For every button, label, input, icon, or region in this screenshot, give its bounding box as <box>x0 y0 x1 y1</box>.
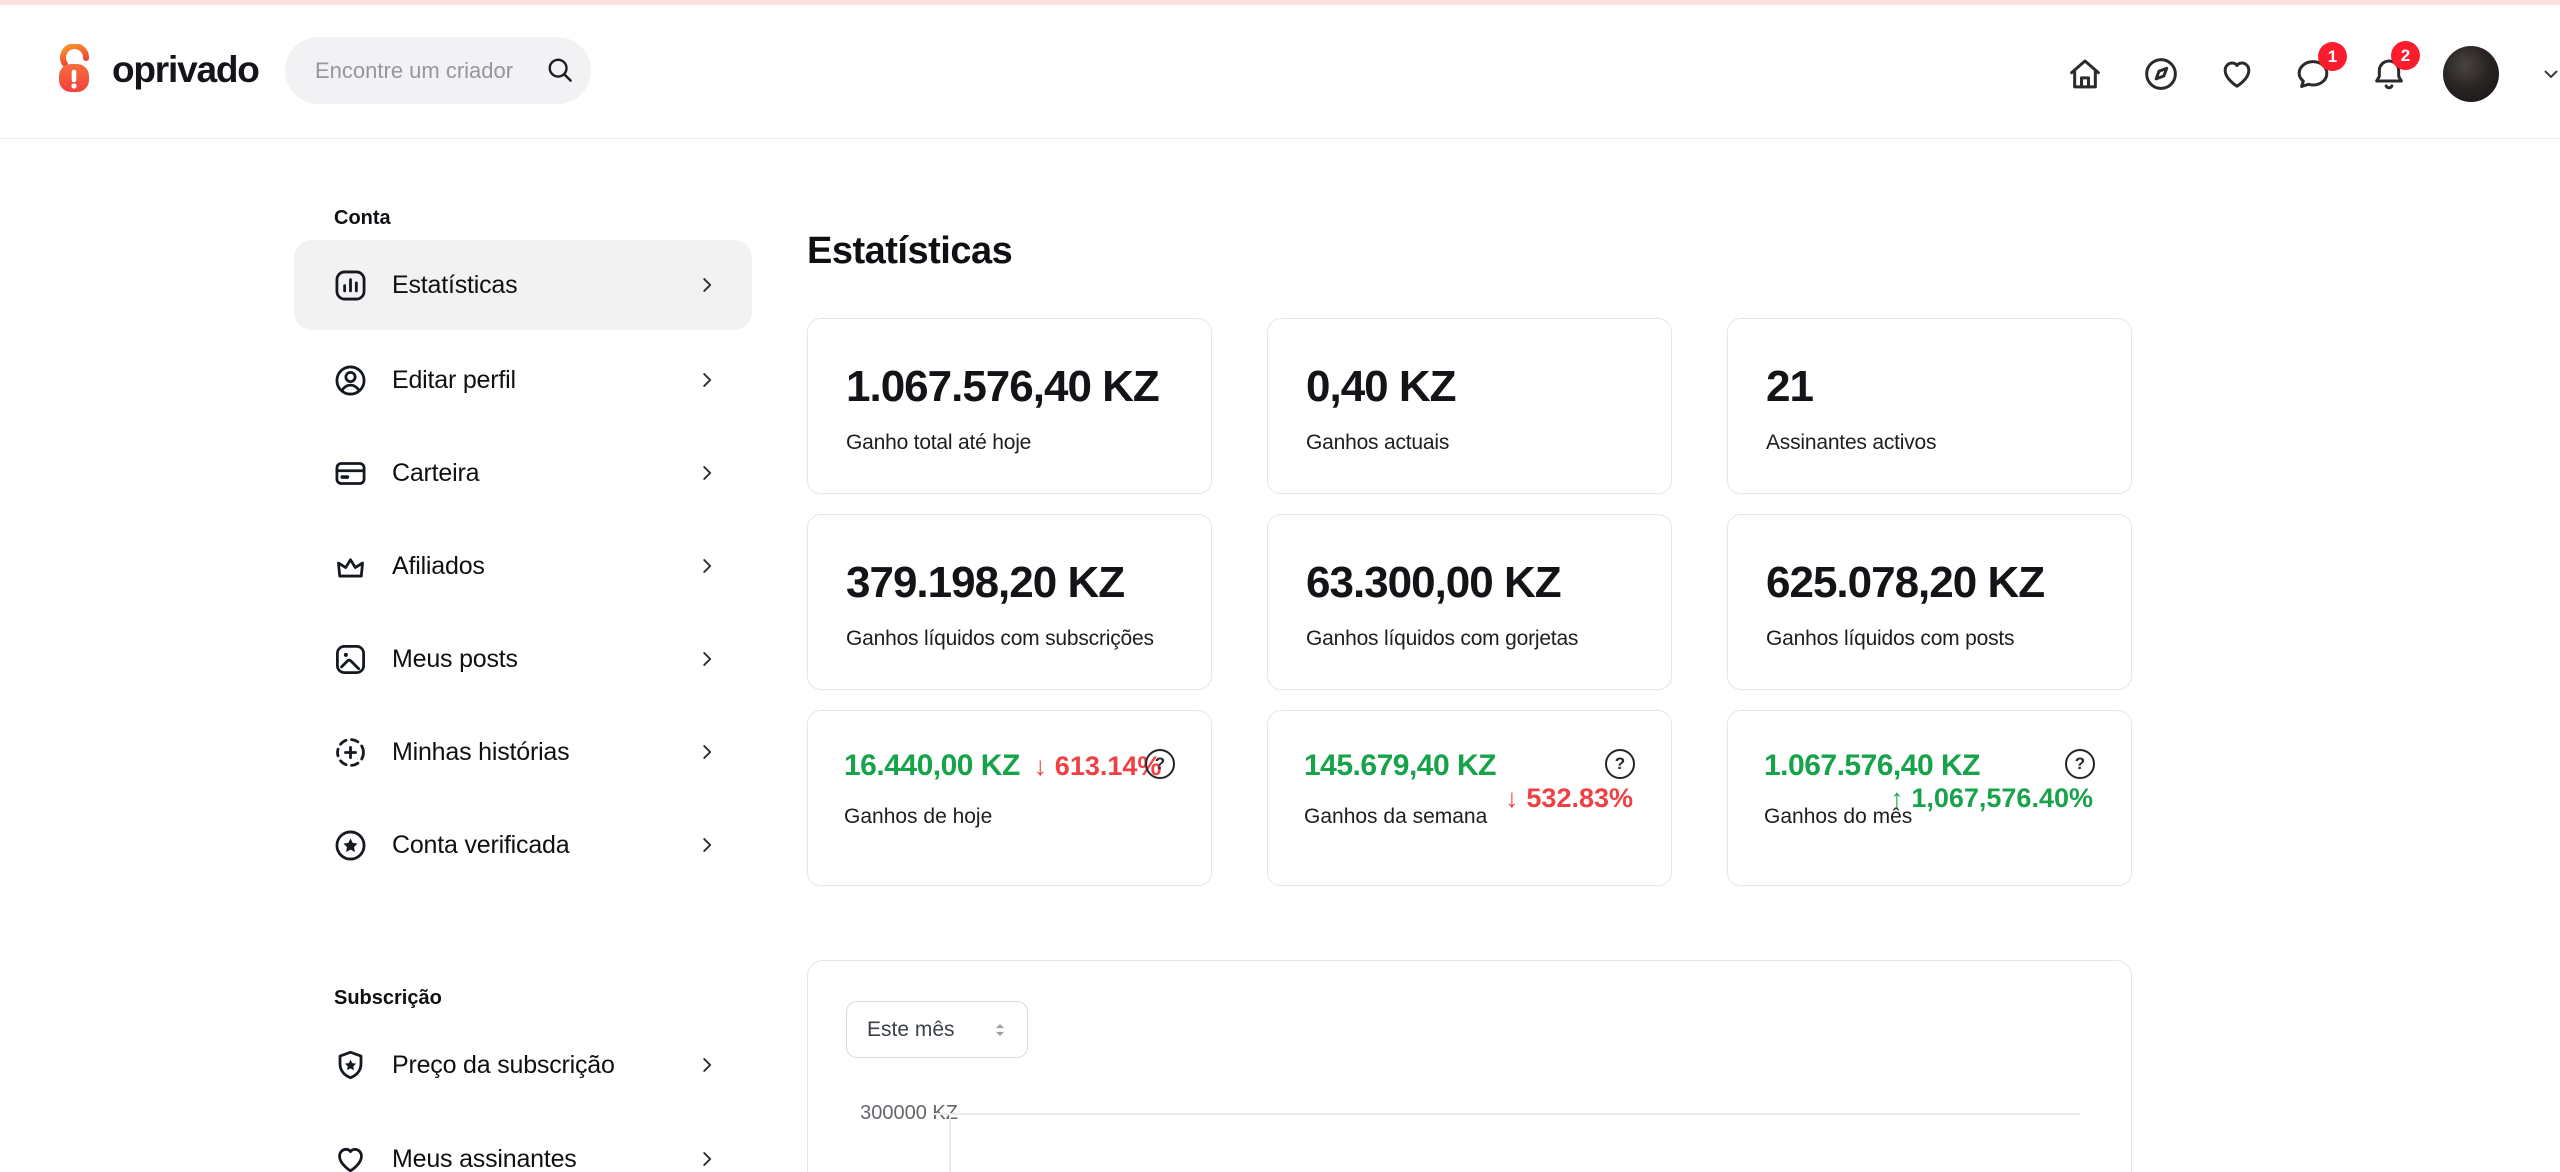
page-title: Estatísticas <box>807 230 1013 272</box>
earnings-chart-card: Este mês 300000 KZ <box>807 960 2132 1172</box>
sidebar-item-conta-verificada[interactable]: Conta verificada <box>294 820 752 870</box>
help-icon[interactable]: ? <box>1145 749 1175 779</box>
chevron-right-icon <box>696 555 718 577</box>
stat-card-ganho-total: 1.067.576,40 KZ Ganho total até hoje <box>807 318 1212 494</box>
sidebar-item-carteira[interactable]: Carteira <box>294 448 752 498</box>
trend-change: ↑ 1,067,576.40% <box>1890 783 2093 814</box>
stat-card-liquidos-gorjetas: 63.300,00 KZ Ganhos líquidos com gorjeta… <box>1267 514 1672 690</box>
trend-change-value: 613.14% <box>1054 750 1162 781</box>
padlock-logo-icon <box>52 44 100 96</box>
stat-value: 1.067.576,40 KZ <box>846 362 1160 411</box>
shield-star-icon <box>330 1045 370 1085</box>
trend-change-value: 532.83% <box>1526 783 1633 813</box>
trend-card-ganhos-de-hoje: 16.440,00 KZ ↓ 613.14% ? Ganhos de hoje <box>807 710 1212 886</box>
story-plus-icon <box>330 732 370 772</box>
chevron-right-icon <box>696 1148 718 1170</box>
stat-card-assinantes-activos: 21 Assinantes activos <box>1727 318 2132 494</box>
sidebar-item-meus-assinantes[interactable]: Meus assinantes <box>294 1134 752 1172</box>
chevron-right-icon <box>696 274 718 296</box>
stat-card-liquidos-posts: 625.078,20 KZ Ganhos líquidos com posts <box>1727 514 2132 690</box>
stat-label: Ganhos líquidos com subscrições <box>846 627 1154 650</box>
stat-label: Ganhos líquidos com posts <box>1766 627 2015 650</box>
stat-value: 21 <box>1766 362 1814 411</box>
chart-y-axis-line <box>949 1114 951 1172</box>
arrow-down-icon: ↓ <box>1505 783 1519 813</box>
chevron-right-icon <box>696 834 718 856</box>
crown-icon <box>330 546 370 586</box>
header-nav-icons: 1 2 <box>2063 41 2560 102</box>
stat-label: Ganho total até hoje <box>846 431 1032 454</box>
messages-badge: 1 <box>2318 42 2347 71</box>
star-circle-icon <box>330 825 370 865</box>
sidebar-item-meus-posts[interactable]: Meus posts <box>294 634 752 684</box>
stats-cards-grid: 1.067.576,40 KZ Ganho total até hoje 0,4… <box>807 318 2132 886</box>
heart-icon <box>330 1139 370 1172</box>
select-updown-icon <box>989 1019 1011 1041</box>
home-icon[interactable] <box>2063 52 2107 96</box>
top-accent-bar <box>0 0 2560 5</box>
chevron-right-icon <box>696 648 718 670</box>
stat-card-ganhos-actuais: 0,40 KZ Ganhos actuais <box>1267 318 1672 494</box>
chevron-right-icon <box>696 462 718 484</box>
sidebar-item-afiliados[interactable]: Afiliados <box>294 541 752 591</box>
stat-label: Ganhos actuais <box>1306 431 1450 454</box>
trend-change-value: 1,067,576.40% <box>1911 783 2093 813</box>
chevron-right-icon <box>696 369 718 391</box>
search-input[interactable] <box>315 57 525 84</box>
bar-chart-icon <box>330 265 370 305</box>
favorites-heart-icon[interactable] <box>2215 52 2259 96</box>
sidebar-section-title-subscricao: Subscrição <box>334 987 442 1009</box>
trend-value: 1.067.576,40 KZ <box>1764 749 1981 782</box>
stat-label: Ganhos líquidos com gorjetas <box>1306 627 1579 650</box>
brand-name: oprivado <box>112 49 260 90</box>
user-circle-icon <box>330 360 370 400</box>
trend-card-ganhos-da-semana: 145.679,40 KZ ? ↓ 532.83% Ganhos da sema… <box>1267 710 1672 886</box>
trend-change: ↓ 532.83% <box>1505 783 1633 814</box>
sidebar-item-minhas-historias[interactable]: Minhas histórias <box>294 727 752 777</box>
credit-card-icon <box>330 453 370 493</box>
trend-card-ganhos-do-mes: 1.067.576,40 KZ ? ↑ 1,067,576.40% Ganhos… <box>1727 710 2132 886</box>
trend-label: Ganhos da semana <box>1304 805 1488 828</box>
arrow-up-icon: ↑ <box>1890 783 1904 813</box>
trend-change: ↓ 613.14% <box>1034 751 1162 782</box>
stat-card-liquidos-subscricoes: 379.198,20 KZ Ganhos líquidos com subscr… <box>807 514 1212 690</box>
search-icon[interactable] <box>545 55 575 85</box>
trend-value: 16.440,00 KZ <box>844 749 1020 782</box>
chevron-right-icon <box>696 741 718 763</box>
search-bar <box>285 37 591 104</box>
avatar[interactable] <box>2443 46 2499 102</box>
stat-value: 379.198,20 KZ <box>846 558 1125 607</box>
notifications-badge: 2 <box>2391 41 2420 70</box>
notifications-bell-icon[interactable]: 2 <box>2367 41 2420 96</box>
sidebar-item-preco-da-subscricao[interactable]: Preço da subscrição <box>294 1040 752 1090</box>
help-icon[interactable]: ? <box>2065 749 2095 779</box>
stat-label: Assinantes activos <box>1766 431 1937 454</box>
stat-value: 63.300,00 KZ <box>1306 558 1562 607</box>
period-select[interactable]: Este mês <box>846 1001 1028 1058</box>
trend-value: 145.679,40 KZ <box>1304 749 1496 782</box>
trend-label: Ganhos do mês <box>1764 805 1913 828</box>
trend-label: Ganhos de hoje <box>844 805 993 828</box>
sidebar-item-editar-perfil[interactable]: Editar perfil <box>294 355 752 405</box>
chart-y-tick-label: 300000 KZ <box>860 1102 958 1124</box>
brand-logo[interactable]: oprivado <box>52 44 260 96</box>
messages-icon[interactable]: 1 <box>2291 42 2347 96</box>
stat-value: 0,40 KZ <box>1306 362 1457 411</box>
header: oprivado <box>0 0 2560 139</box>
sidebar-section-title-conta: Conta <box>334 207 391 229</box>
sidebar: Conta Estatísticas Editar perfil <box>294 205 752 1172</box>
chevron-down-icon[interactable] <box>2539 62 2560 86</box>
arrow-down-icon: ↓ <box>1033 750 1047 781</box>
explore-compass-icon[interactable] <box>2139 52 2183 96</box>
period-select-value: Este mês <box>867 1017 955 1041</box>
image-icon <box>330 639 370 679</box>
sidebar-item-estatisticas[interactable]: Estatísticas <box>294 240 752 330</box>
chart-gridline <box>933 1113 2080 1115</box>
stat-value: 625.078,20 KZ <box>1766 558 2045 607</box>
help-icon[interactable]: ? <box>1605 749 1635 779</box>
chevron-right-icon <box>696 1054 718 1076</box>
